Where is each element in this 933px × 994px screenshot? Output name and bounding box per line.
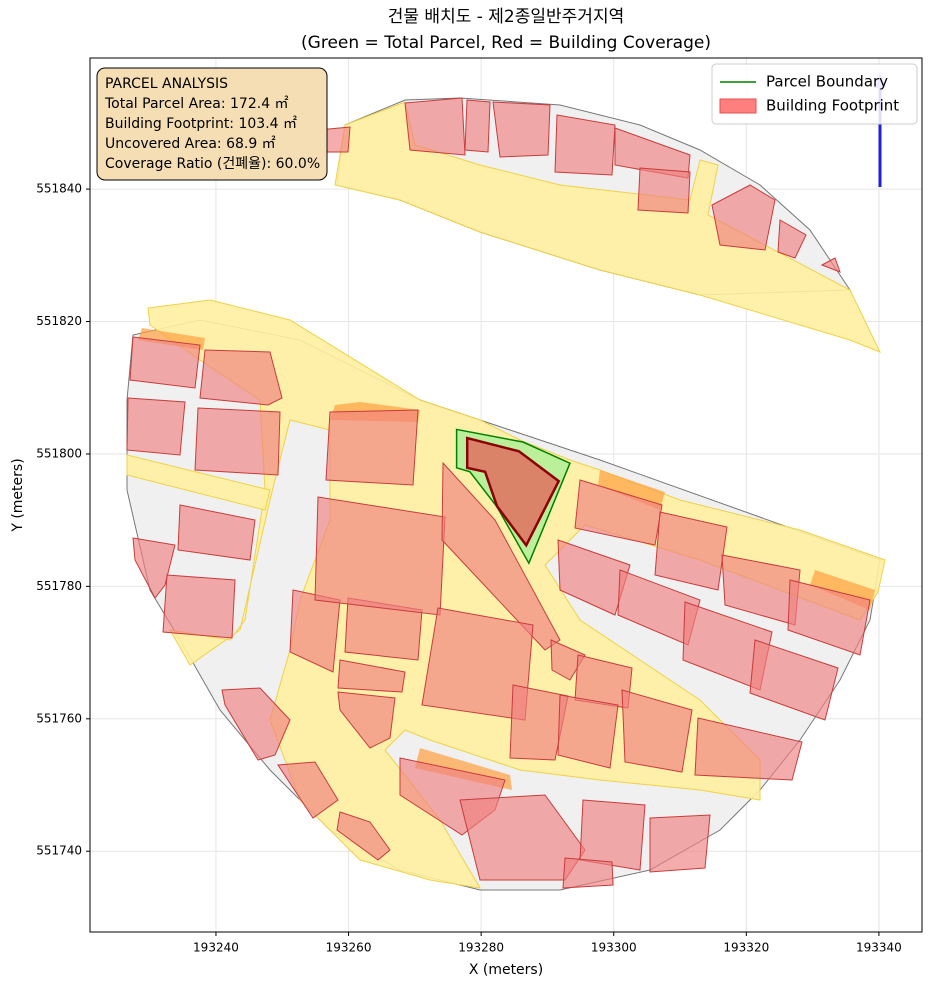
- x-axis-label: X (meters): [469, 962, 543, 978]
- y-tick-label: 551840: [36, 182, 82, 196]
- y-tick-label: 551780: [36, 579, 82, 593]
- building: [221, 687, 291, 761]
- legend-items: Parcel Boundary Building Footprint: [719, 73, 899, 115]
- x-tick-label: 193260: [326, 941, 372, 955]
- building: [711, 184, 776, 251]
- building: [162, 574, 236, 639]
- building: [649, 814, 711, 873]
- building: [579, 799, 646, 871]
- x-tick-label: 193300: [591, 941, 637, 955]
- overlap: [598, 470, 665, 510]
- plot-frame: [89, 57, 923, 933]
- building: [336, 811, 391, 861]
- building: [492, 101, 551, 158]
- building-footprint: [465, 436, 561, 548]
- annotation-box: PARCEL ANALYSIS Total Parcel Area: 172.4 …: [96, 67, 328, 181]
- building: [194, 407, 281, 476]
- building: [404, 97, 466, 156]
- buildings: [126, 97, 871, 889]
- chart-subtitle: (Green = Total Parcel, Red = Building Co…: [301, 33, 711, 53]
- building: [554, 114, 616, 176]
- building: [694, 717, 803, 781]
- building: [550, 639, 586, 681]
- building: [562, 857, 614, 889]
- annotation-line: Building Footprint: 103.4 ㎡: [105, 116, 297, 132]
- x-tick-label: 193280: [458, 941, 504, 955]
- building: [132, 537, 176, 599]
- y-tick-label: 551800: [36, 446, 82, 460]
- annotation-line: PARCEL ANALYSIS: [105, 76, 228, 92]
- building: [464, 99, 491, 153]
- building: [787, 579, 871, 656]
- annotation-line: Total Parcel Area: 172.4 ㎡: [104, 96, 289, 112]
- building: [337, 659, 406, 693]
- building: [749, 639, 839, 721]
- y-tick-label: 551820: [36, 314, 82, 328]
- building: [777, 219, 807, 259]
- building: [654, 511, 728, 591]
- site-layout: [126, 72, 886, 891]
- building: [557, 694, 619, 769]
- building: [314, 496, 446, 616]
- y-tick-label: 551760: [36, 711, 82, 725]
- building: [637, 167, 691, 214]
- legend: Parcel Boundary Building Footprint: [711, 63, 918, 125]
- building: [337, 691, 396, 749]
- road: [126, 454, 271, 511]
- building: [199, 349, 283, 406]
- legend-swatch: [719, 98, 757, 114]
- chart-title: 건물 배치도 - 제2종일반주거지역: [388, 7, 624, 27]
- building: [129, 336, 201, 389]
- building: [557, 539, 631, 616]
- x-tick-label: 193240: [193, 941, 239, 955]
- building: [277, 761, 339, 819]
- building: [177, 504, 256, 561]
- building: [509, 684, 569, 761]
- annotation-line: Coverage Ratio (건폐율): 60.0%: [105, 156, 320, 172]
- building: [325, 409, 419, 486]
- building: [820, 257, 841, 273]
- annotation-bg: [96, 67, 328, 181]
- building: [574, 479, 663, 546]
- x-tick-label: 193340: [856, 941, 902, 955]
- legend-label: Building Footprint: [766, 97, 899, 115]
- building: [126, 397, 186, 456]
- y-axis-label: Y (meters): [10, 458, 26, 532]
- annotation-line: Uncovered Area: 68.9 ㎡: [105, 136, 276, 152]
- building: [621, 689, 693, 773]
- x-tick-label: 193320: [723, 941, 769, 955]
- annotation-lines: PARCEL ANALYSIS Total Parcel Area: 172.4 …: [104, 76, 320, 172]
- legend-bg: [711, 63, 918, 125]
- marks: [455, 428, 571, 565]
- y-tick-label: 551740: [36, 844, 82, 858]
- legend-label: Parcel Boundary: [766, 73, 888, 91]
